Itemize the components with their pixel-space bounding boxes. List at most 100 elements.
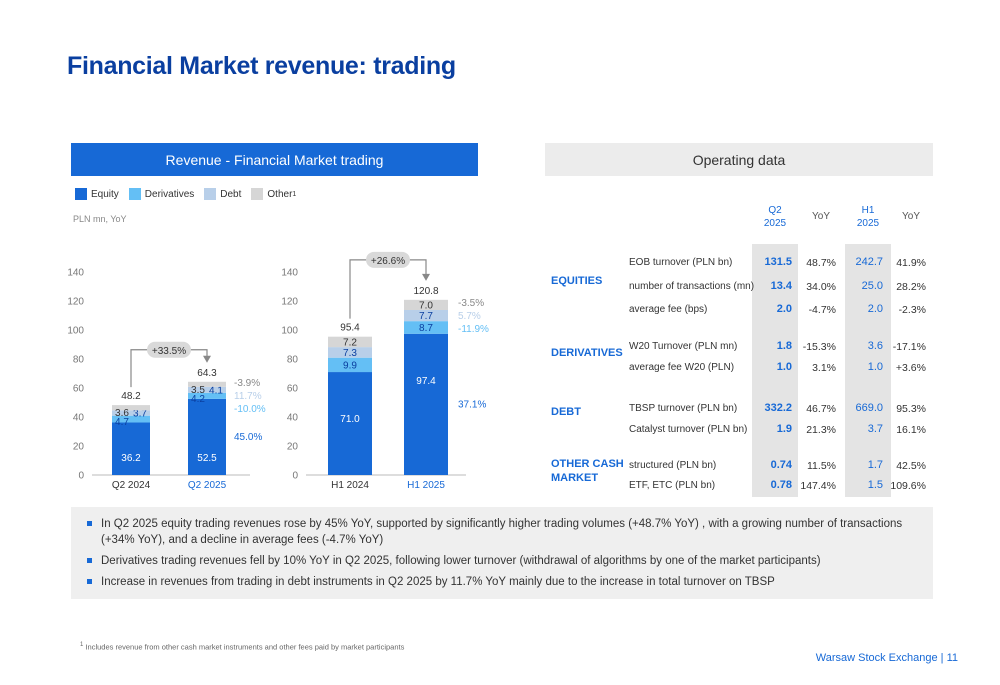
h1-value: 1.0 (867, 361, 883, 373)
bar-segment-equity (188, 398, 226, 475)
bar-segment-derivatives (328, 357, 372, 373)
bar-segment-debt (112, 410, 150, 416)
bar-value-label: 9.9 (343, 360, 357, 371)
y-tick-label: 60 (73, 384, 85, 395)
yoy-q2-value: -4.7% (808, 304, 836, 316)
q2-value: 0.74 (770, 459, 792, 471)
note-item: Derivatives trading revenues fell by 10%… (85, 553, 919, 569)
y-tick-label: 60 (287, 384, 299, 395)
bar-value-label: 97.4 (416, 376, 436, 387)
bar-value-label: 7.7 (419, 311, 433, 322)
note-item: Increase in revenues from trading in deb… (85, 574, 919, 590)
bar-total-label: 48.2 (121, 391, 141, 402)
bar-segment-debt (404, 309, 448, 322)
x-tick-label: H1 2024 (331, 480, 369, 491)
yoy-q2-value: 48.7% (806, 257, 836, 269)
bar-value-label: 52.5 (197, 453, 217, 464)
yoy-label: -10.0% (234, 404, 266, 415)
legend-swatch-equity (75, 188, 87, 200)
y-tick-label: 100 (281, 326, 298, 337)
yoy-label: 5.7% (458, 311, 481, 322)
yoy-h1-value: -2.3% (898, 304, 926, 316)
y-tick-label: 40 (287, 413, 299, 424)
h1-value: 3.6 (867, 340, 883, 352)
y-tick-label: 80 (287, 355, 299, 366)
yoy-q2-value: 147.4% (800, 480, 836, 492)
q2-value: 1.9 (776, 423, 792, 435)
yoy-q2-value: 46.7% (806, 403, 836, 415)
yoy-h1-value: 16.1% (896, 424, 926, 436)
bar-value-label: 71.0 (340, 414, 360, 425)
notes-box: In Q2 2025 equity trading revenues rose … (71, 507, 933, 599)
yoy-label: -3.9% (234, 378, 260, 389)
row-label: W20 Turnover (PLN mn) (629, 341, 738, 352)
section-label: OTHER CASH MARKET (551, 458, 624, 484)
q2-value: 1.0 (776, 361, 792, 373)
yoy-h1-value: 41.9% (896, 257, 926, 269)
bar-segment-debt (188, 386, 226, 393)
yoy-q2-value: 3.1% (812, 362, 836, 374)
col-head-q2: Q2 2025 (763, 205, 787, 229)
growth-pill (147, 341, 191, 358)
yoy-label: 11.7% (234, 391, 262, 402)
bar-segment-other (328, 336, 372, 348)
q2-value: 131.5 (764, 256, 792, 268)
y-tick-label: 20 (73, 442, 85, 453)
growth-arrow-icon (203, 355, 211, 363)
y-tick-label: 80 (73, 355, 85, 366)
h1-value: 1.7 (867, 459, 883, 471)
unit-label: PLN mn, YoY (73, 214, 127, 224)
bar-segment-derivatives (404, 321, 448, 334)
y-tick-label: 0 (292, 471, 298, 482)
yoy-h1-value: 109.6% (890, 480, 926, 492)
section-label: DERIVATIVES (551, 347, 623, 359)
bar-segment-debt (328, 347, 372, 358)
yoy-h1-value: 28.2% (896, 281, 926, 293)
bar-value-label: 4.7 (115, 417, 129, 428)
yoy-q2-value: 34.0% (806, 281, 836, 293)
revenue-panel-header: Revenue - Financial Market trading (71, 143, 478, 176)
bar-segment-derivatives (188, 392, 226, 399)
chart-legend: Equity Derivatives Debt Other 1 (75, 188, 306, 200)
row-label: number of transactions (mn) (629, 281, 755, 292)
legend-debt: Debt (204, 188, 241, 200)
h1-column-highlight (845, 244, 891, 497)
row-label: EOB turnover (PLN bn) (629, 257, 733, 268)
bar-value-label: 8.7 (419, 323, 433, 334)
row-label: Catalyst turnover (PLN bn) (629, 424, 748, 435)
row-label: average fee W20 (PLN) (629, 362, 735, 373)
yoy-label: -3.5% (458, 298, 484, 309)
page-title: Financial Market revenue: trading (67, 52, 456, 80)
yoy-h1-value: -17.1% (892, 341, 926, 353)
legend-derivatives: Derivatives (128, 188, 194, 200)
y-tick-label: 20 (287, 442, 299, 453)
yoy-h1-value: 95.3% (896, 403, 926, 415)
q2-value: 1.8 (776, 340, 792, 352)
q2-value: 332.2 (764, 402, 792, 414)
growth-arrow-icon (422, 273, 430, 281)
bar-value-label: 36.2 (121, 453, 141, 464)
h1-value: 2.0 (867, 303, 883, 315)
section-label: EQUITIES (551, 275, 603, 287)
row-label: average fee (bps) (629, 304, 708, 315)
legend-equity: Equity (75, 188, 119, 200)
bullet-icon (87, 579, 92, 584)
bar-value-label: 7.3 (343, 348, 357, 359)
bar-total-label: 64.3 (197, 368, 217, 379)
bullet-icon (87, 558, 92, 563)
bar-value-label: 3.7 (133, 409, 147, 420)
col-head-h1: H1 2025 (856, 205, 880, 229)
legend-other: Other 1 (251, 188, 296, 200)
yoy-q2-value: 21.3% (806, 424, 836, 436)
legend-swatch-debt (204, 188, 217, 200)
yoy-h1-value: +3.6% (895, 362, 926, 374)
y-tick-label: 0 (78, 471, 84, 482)
yoy-h1-value: 42.5% (896, 460, 926, 472)
h1-value: 242.7 (855, 256, 883, 268)
bar-segment-equity (328, 372, 372, 475)
y-tick-label: 140 (281, 268, 298, 279)
y-tick-label: 120 (281, 297, 298, 308)
growth-label: +33.5% (152, 346, 186, 357)
row-label: ETF, ETC (PLN bn) (629, 480, 716, 491)
q2-value: 13.4 (770, 280, 792, 292)
